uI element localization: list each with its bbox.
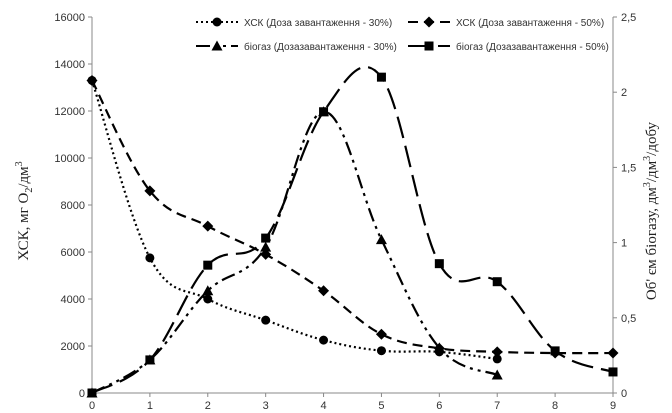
legend-marker: [423, 16, 435, 28]
x-tick-label: 2: [205, 400, 211, 412]
data-point: [492, 354, 502, 364]
x-tick-label: 7: [494, 400, 500, 412]
y-right-tick-label: 0,5: [621, 313, 636, 325]
y-right-tick-label: 2,5: [621, 12, 636, 24]
series-4: [87, 65, 618, 398]
data-point: [375, 328, 387, 340]
data-point: [86, 74, 98, 86]
data-point: [607, 347, 619, 359]
x-tick-label: 5: [378, 400, 384, 412]
data-point: [491, 346, 503, 358]
x-tick-label: 1: [147, 400, 153, 412]
legend-item: ХСК (Доза завантаження - 30%): [196, 17, 392, 29]
x-tick-label: 4: [320, 400, 326, 412]
x-tick-label: 6: [436, 400, 442, 412]
axes: 0 1 2 3 4 5 6 7 8 9020004000600080001000012000140…: [54, 12, 636, 412]
legend-item: ХСК (Доза завантаження - 50%): [408, 16, 604, 29]
series-line: [91, 79, 614, 355]
series-layer: [86, 65, 619, 398]
data-point: [202, 285, 214, 296]
legend: ХСК (Доза завантаження - 30%) ХСК (Доза з…: [196, 16, 609, 53]
x-tick-label: 3: [263, 400, 269, 412]
data-point: [203, 260, 213, 270]
data-point: [145, 253, 155, 263]
y-right-tick-label: 1,5: [621, 162, 636, 174]
data-point: [608, 367, 618, 377]
data-point: [203, 294, 213, 304]
y-left-tick-label: 14000: [54, 59, 85, 71]
legend-label: ХСК (Доза завантаження - 50%): [456, 18, 604, 29]
legend-marker: [424, 41, 434, 51]
y-right-tick-label: 1: [621, 238, 627, 250]
series-line: [91, 65, 614, 394]
y-right-tick-label: 0: [621, 388, 627, 400]
y-left-tick-label: 10000: [54, 153, 85, 165]
legend-marker: [211, 40, 223, 51]
y-left-tick-label: 12000: [54, 106, 85, 118]
data-point: [376, 72, 386, 82]
legend-label: біогаз (Дозазавантаження - 30%): [244, 41, 397, 53]
data-point: [319, 335, 329, 345]
series-line: [90, 80, 498, 361]
series-2: [86, 74, 619, 359]
legend-label: біогаз (Дозазавантаження - 50%): [456, 41, 609, 53]
data-point: [433, 342, 445, 353]
y-left-tick-label: 2000: [61, 341, 85, 353]
x-tick-label: 8: [552, 400, 558, 412]
data-point: [202, 220, 214, 232]
y-left-tick-label: 6000: [61, 247, 85, 259]
data-point: [87, 388, 97, 398]
data-point: [375, 234, 387, 245]
y-left-tick-label: 16000: [54, 12, 85, 24]
y-axis-left-title: ХСК, мг О2​/дм3​: [14, 161, 35, 260]
data-point: [144, 185, 156, 197]
data-point: [550, 346, 560, 356]
legend-marker: [212, 17, 222, 27]
data-point: [261, 315, 271, 325]
legend-item: біогаз (Дозазавантаження - 30%): [196, 40, 397, 53]
data-point: [318, 285, 330, 297]
legend-label: ХСК (Доза завантаження - 30%): [244, 18, 392, 29]
legend-item: біогаз (Дозазавантаження - 50%): [408, 41, 609, 53]
data-point: [319, 107, 329, 117]
series-1: [87, 75, 502, 364]
y-left-tick-label: 4000: [61, 294, 85, 306]
y-right-tick-label: 2: [621, 87, 627, 99]
y-left-tick-label: 0: [79, 388, 85, 400]
data-point: [260, 241, 272, 252]
data-point: [492, 277, 502, 287]
x-tick-label: 0: [89, 400, 95, 412]
y-left-tick-label: 8000: [61, 200, 85, 212]
data-point: [261, 233, 271, 243]
data-point: [376, 346, 386, 356]
data-point: [145, 355, 155, 365]
y-axis-right-title: Об' єм біогазу, дм3​/дм3​/добу: [642, 121, 660, 300]
x-tick-label: 9: [610, 400, 616, 412]
data-point: [491, 369, 503, 380]
data-point: [434, 259, 444, 269]
